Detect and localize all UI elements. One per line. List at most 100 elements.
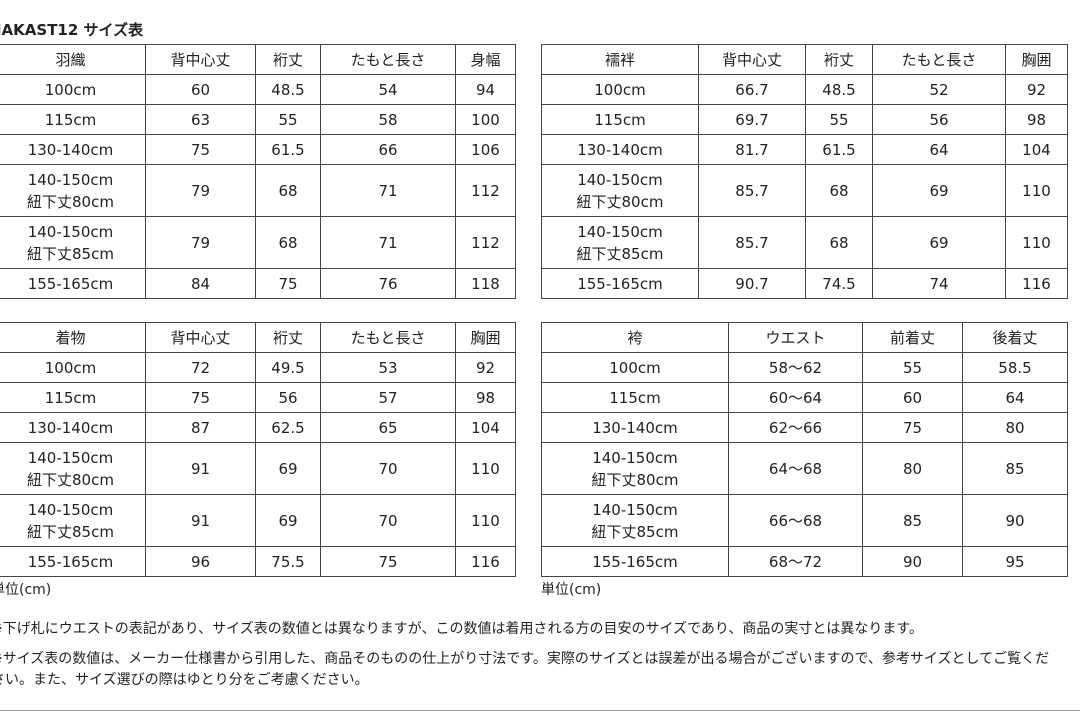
cell: 92 (1005, 74, 1068, 105)
cell: 110 (1005, 164, 1068, 217)
cell: 87 (145, 412, 256, 443)
data-row: 130-140cm 81.7 61.5 64 104 (541, 134, 1068, 165)
cell: 155-165cm (0, 268, 146, 299)
cell: 100 (455, 104, 516, 135)
header-row: 襦袢 背中心丈 裄丈 たもと長さ 胸囲 (541, 44, 1068, 75)
note: ※下げ札にウエストの表記があり、サイズ表の数値とは異なりますが、この数値は着用さ… (0, 621, 923, 637)
cell: 94 (455, 74, 516, 105)
data-row: 130-140cm 87 62.5 65 104 (0, 412, 516, 443)
cell: 52 (872, 74, 1006, 105)
cell: 98 (1005, 104, 1068, 135)
cell: 90 (862, 546, 963, 577)
unit-label: 単位(cm) (541, 582, 602, 598)
cell: 140-150cm 紐下丈85cm (0, 494, 146, 547)
cell: 130-140cm (0, 412, 146, 443)
cell: 58〜62 (728, 352, 863, 383)
cell: 85.7 (698, 164, 806, 217)
data-row: 130-140cm 62〜66 75 80 (541, 412, 1068, 443)
cell: 96 (145, 546, 256, 577)
cell: 74.5 (805, 268, 873, 299)
cell: 75 (145, 134, 256, 165)
header-cell: 背中心丈 (145, 322, 256, 353)
cell: 56 (872, 104, 1006, 135)
cell: 72 (145, 352, 256, 383)
cell: 130-140cm (541, 134, 699, 165)
cell: 140-150cm 紐下丈80cm (541, 442, 729, 495)
cell: 62.5 (255, 412, 321, 443)
size-table: 襦袢 背中心丈 裄丈 たもと長さ 胸囲 100cm 66.7 48.5 52 92 115cm 69.… (541, 44, 1068, 299)
data-row: 140-150cm 紐下丈80cm 85.7 68 69 110 (541, 164, 1068, 217)
notes: ※下げ札にウエストの表記があり、サイズ表の数値とは異なりますが、この数値は着用さ… (0, 619, 1063, 700)
data-row: 155-165cm 96 75.5 75 116 (0, 546, 516, 577)
cell: 115cm (0, 382, 146, 413)
data-row: 100cm 60 48.5 54 94 (0, 74, 516, 105)
cell: 76 (320, 268, 456, 299)
data-row: 155-165cm 84 75 76 118 (0, 268, 516, 299)
cell: 90.7 (698, 268, 806, 299)
cell: 106 (455, 134, 516, 165)
cell: 155-165cm (541, 546, 729, 577)
cell: 75 (255, 268, 321, 299)
cell: 81.7 (698, 134, 806, 165)
header-cell: 裄丈 (805, 44, 873, 75)
cell: 53 (320, 352, 456, 383)
data-row: 155-165cm 90.7 74.5 74 116 (541, 268, 1068, 299)
unit-label: 単位(cm) (0, 582, 52, 598)
cell: 110 (455, 494, 516, 547)
data-row: 140-150cm 紐下丈80cm 64〜68 80 85 (541, 442, 1068, 495)
cell: 110 (455, 442, 516, 495)
cell: 112 (455, 216, 516, 269)
cell: 66.7 (698, 74, 806, 105)
header-cell: 胸囲 (1005, 44, 1068, 75)
cell: 68 (805, 164, 873, 217)
cell: 63 (145, 104, 256, 135)
cell: 58.5 (962, 352, 1068, 383)
header-cell: 背中心丈 (145, 44, 256, 75)
header-cell: 胸囲 (455, 322, 516, 353)
cell: 65 (320, 412, 456, 443)
cell: 61.5 (805, 134, 873, 165)
cell: 69 (872, 216, 1006, 269)
cell: 115cm (541, 104, 699, 135)
data-row: 140-150cm 紐下丈85cm 66〜68 85 90 (541, 494, 1068, 547)
cell: 64 (872, 134, 1006, 165)
data-row: 140-150cm 紐下丈80cm 91 69 70 110 (0, 442, 516, 495)
cell: 68 (255, 216, 321, 269)
cell: 116 (1005, 268, 1068, 299)
cell: 80 (962, 412, 1068, 443)
data-row: 140-150cm 紐下丈85cm 91 69 70 110 (0, 494, 516, 547)
cell: 55 (255, 104, 321, 135)
cell: 54 (320, 74, 456, 105)
data-row: 115cm 63 55 58 100 (0, 104, 516, 135)
header-cell: ウエスト (728, 322, 863, 353)
header-cell: 裄丈 (255, 322, 321, 353)
header-row: 着物 背中心丈 裄丈 たもと長さ 胸囲 (0, 322, 516, 353)
cell: 115cm (0, 104, 146, 135)
header-cell: 袴 (541, 322, 729, 353)
title: HAKAST12 サイズ表 (0, 21, 144, 39)
header-cell: 前着丈 (862, 322, 963, 353)
data-row: 115cm 60〜64 60 64 (541, 382, 1068, 413)
size-table: 袴ウエスト 前着丈 後着丈 100cm 58〜62 55 58.5 115cm 60〜64 60 6… (541, 322, 1068, 577)
cell: 115cm (541, 382, 729, 413)
cell: 98 (455, 382, 516, 413)
cell: 75 (145, 382, 256, 413)
cell: 55 (805, 104, 873, 135)
cell: 66 (320, 134, 456, 165)
cell: 58 (320, 104, 456, 135)
cell: 79 (145, 216, 256, 269)
cell: 155-165cm (0, 546, 146, 577)
data-row: 140-150cm 紐下丈80cm 79 68 71 112 (0, 164, 516, 217)
cell: 68 (255, 164, 321, 217)
cell: 68 (805, 216, 873, 269)
cell: 48.5 (255, 74, 321, 105)
cell: 60 (862, 382, 963, 413)
cell: 60 (145, 74, 256, 105)
size-table: 羽織 背中心丈 裄丈 たもと長さ 身幅 100cm 60 48.5 54 94 115cm 63 55 5… (0, 44, 516, 299)
cell: 71 (320, 164, 456, 217)
header-cell: 羽織 (0, 44, 146, 75)
cell: 84 (145, 268, 256, 299)
cell: 116 (455, 546, 516, 577)
cell: 104 (455, 412, 516, 443)
cell: 57 (320, 382, 456, 413)
